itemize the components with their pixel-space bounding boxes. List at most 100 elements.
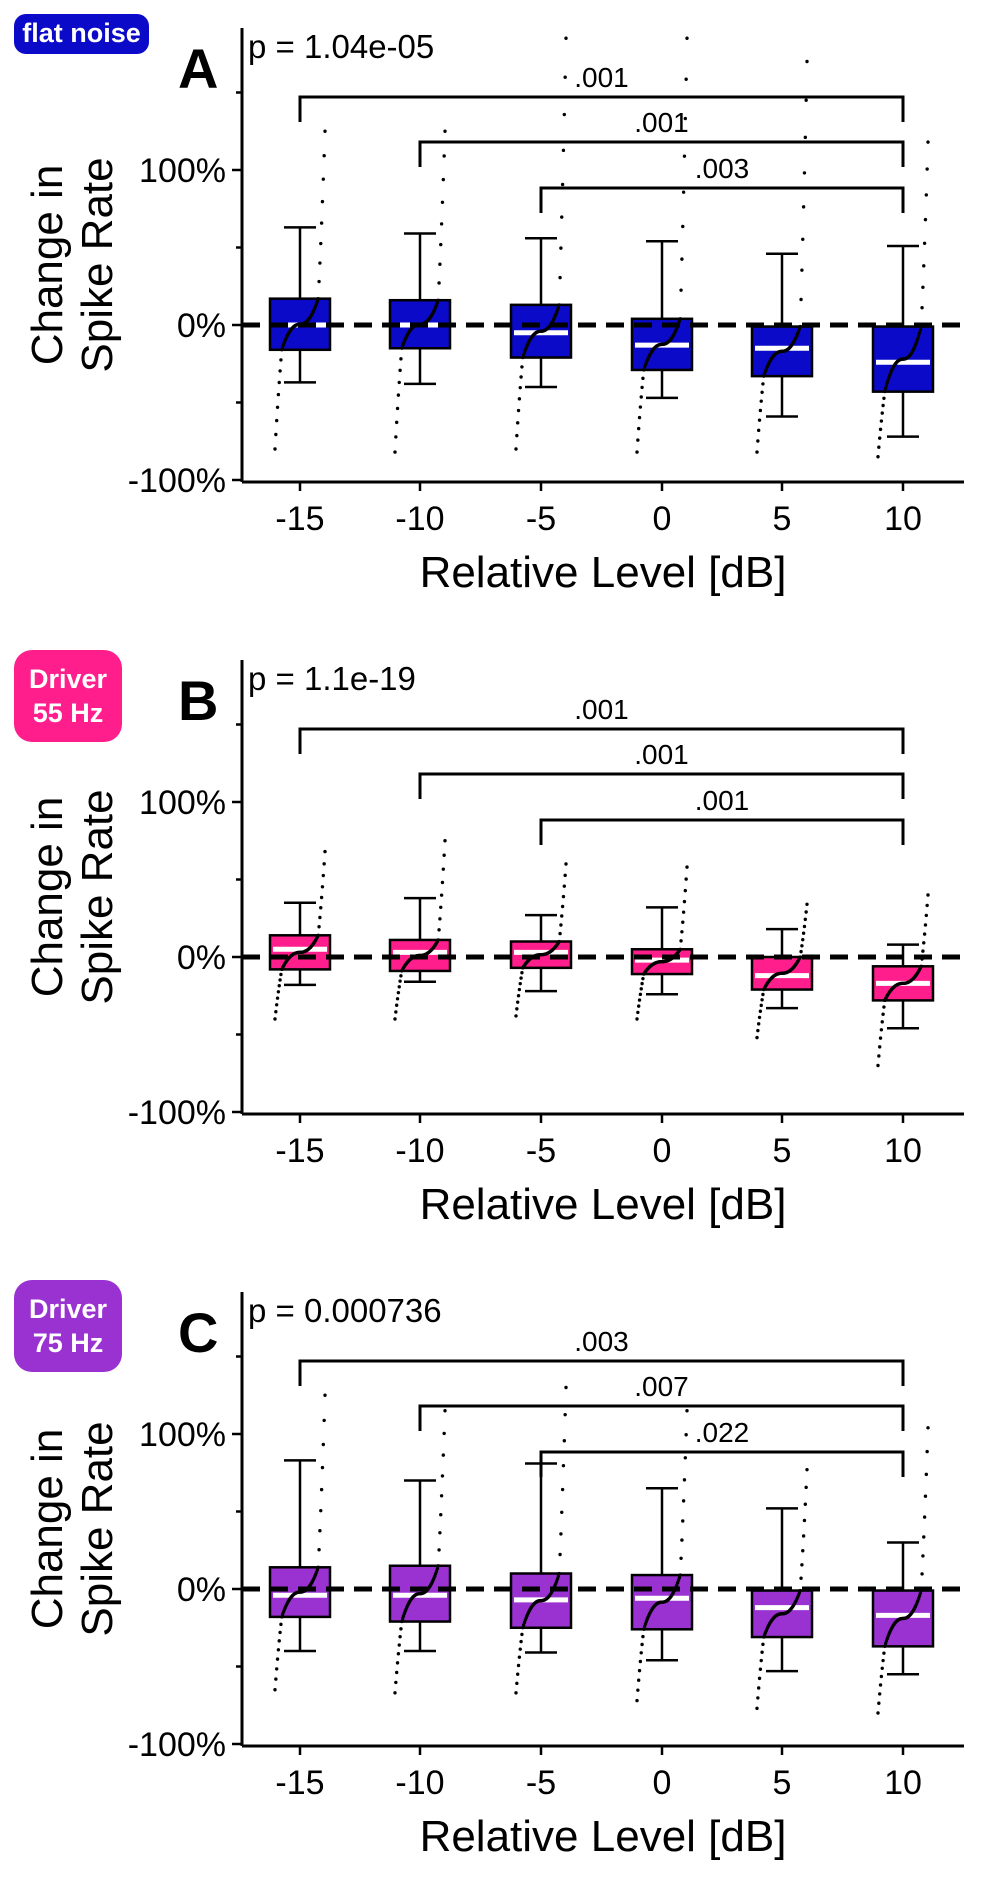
data-point [683,888,688,893]
data-point [922,932,927,936]
data-point [916,336,920,341]
data-point [319,241,323,246]
data-point [877,1045,882,1049]
data-point [680,930,684,934]
data-point [275,405,280,410]
points-5 [755,1467,809,1711]
data-point [556,305,561,310]
x-tick-label: -5 [526,500,556,538]
significance-bracket: .003 [539,153,905,213]
data-point [438,1531,442,1535]
data-point [921,1554,925,1558]
data-point [757,1015,762,1020]
data-point [279,358,283,362]
data-point [801,937,805,942]
data-point [278,978,282,982]
data-point [925,1449,929,1454]
box--15 [268,129,332,451]
data-point [641,1634,645,1639]
data-point [398,368,402,373]
box-5 [750,59,814,454]
data-point [681,190,686,194]
data-point [880,1020,884,1024]
data-point [922,1515,927,1519]
data-point [320,199,325,204]
data-point [515,1681,519,1686]
data-point [755,1706,759,1711]
data-point [440,200,445,204]
data-point [396,393,401,397]
significance-bracket: .001 [539,785,905,845]
data-point [517,397,522,401]
data-point [276,1648,281,1652]
data-point [317,1548,321,1552]
data-point [924,193,929,197]
data-point [317,925,321,929]
data-point [439,1513,443,1517]
data-point [880,1666,884,1670]
data-point [397,380,401,385]
data-point [637,415,642,420]
data-point [759,1658,763,1663]
data-point [515,1000,520,1004]
data-point [878,1683,883,1687]
data-point [515,1672,520,1676]
data-point [637,998,642,1002]
points--10 [393,1409,447,1695]
data-point [393,450,397,454]
significance-bracket: .001 [418,107,905,167]
data-point [635,1698,639,1703]
data-point [804,98,808,102]
data-point [755,1035,759,1040]
condition-badge-flat-noise: flat noise [14,14,149,54]
data-point [514,1014,518,1018]
data-point [641,376,645,381]
data-point [437,281,441,285]
data-point [681,910,686,914]
data-point [883,1644,887,1648]
data-point [756,428,761,433]
data-point [876,1063,880,1068]
p-value-label: p = 1.04e-05 [248,28,434,65]
y-tick-label: 0% [177,307,226,345]
data-point [682,899,687,904]
data-point [641,976,645,981]
data-point [436,298,440,302]
data-point [395,406,400,411]
data-point [685,1409,689,1413]
data-point [274,1003,279,1007]
x-tick-label: 5 [773,1132,792,1170]
data-point [518,981,522,986]
data-point [679,1556,683,1560]
data-point [322,154,326,158]
y-axis-label-line2: Spike Rate [73,157,122,372]
data-point [560,914,564,918]
data-point [685,865,689,869]
data-point [682,154,687,158]
data-point [321,177,326,181]
data-point [760,998,764,1002]
data-point [922,1535,926,1539]
data-point [681,1519,685,1523]
data-point [319,906,323,910]
data-point [443,129,447,133]
data-point [639,1651,643,1655]
data-point [882,396,886,400]
data-point [393,1691,397,1695]
data-point [556,1574,561,1578]
significance-bracket: .003 [298,1326,905,1386]
data-point [638,992,643,997]
data-point [441,867,446,871]
data-point [636,1010,640,1015]
data-point [877,1701,881,1705]
data-point [396,1652,401,1656]
significance-bracket: .001 [418,739,905,799]
data-point [273,1688,277,1692]
data-point [560,182,565,187]
data-point [802,171,807,175]
condition-label-line2: 75 Hz [32,1328,104,1358]
significance-bracket: .007 [418,1371,905,1431]
data-point [516,994,521,998]
data-point [760,1650,764,1654]
